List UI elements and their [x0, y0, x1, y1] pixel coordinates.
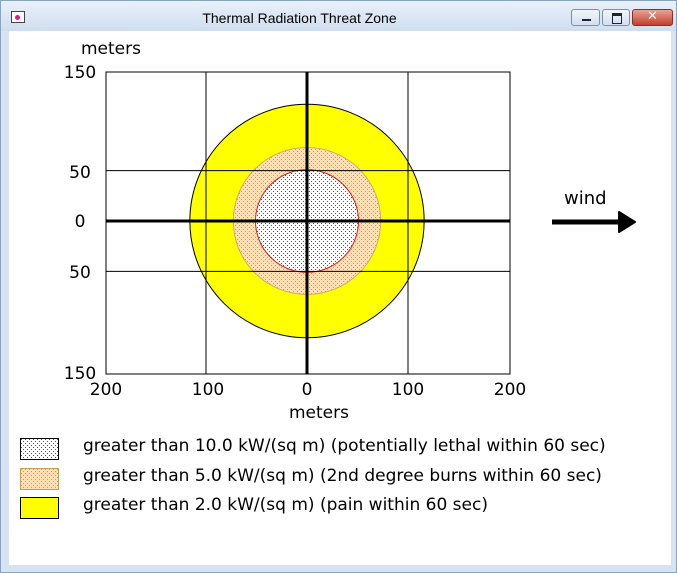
close-icon: ✕ — [647, 9, 658, 24]
x-tick-label: 0 — [302, 380, 313, 400]
window-title: Thermal Radiation Threat Zone — [202, 10, 397, 26]
minimize-icon — [582, 19, 591, 21]
x-tick-label: 200 — [494, 380, 526, 400]
app-icon[interactable] — [11, 11, 25, 23]
x-tick-label: 100 — [392, 380, 424, 400]
y-tick-label: 0 — [75, 212, 86, 232]
close-button[interactable]: ✕ — [632, 9, 673, 26]
legend-label: greater than 5.0 kW/(sq m) (2nd degree b… — [83, 466, 602, 486]
x-axis-title: meters — [289, 403, 349, 423]
threat-zone-plot: meters meters 150 50 0 50 150 200 100 0 … — [64, 39, 636, 423]
legend-swatch-orange — [20, 468, 59, 490]
y-axis-title: meters — [81, 39, 141, 59]
y-tick-label: 50 — [69, 263, 91, 283]
maximize-icon — [612, 13, 622, 24]
minimize-button[interactable] — [571, 9, 600, 26]
x-tick-label: 100 — [192, 380, 224, 400]
wind-label: wind — [564, 188, 607, 209]
maximize-button[interactable] — [602, 9, 630, 26]
legend-swatch-yellow — [20, 497, 59, 519]
x-tick-label: 200 — [90, 380, 122, 400]
y-tick-label: 50 — [69, 163, 91, 183]
title-bar[interactable]: Thermal Radiation Threat Zone ✕ — [1, 1, 676, 31]
legend-swatch-red — [20, 438, 59, 460]
y-tick-label: 150 — [64, 63, 96, 83]
legend-label: greater than 10.0 kW/(sq m) (potentially… — [83, 436, 606, 456]
threat-zone-panel: meters meters 150 50 0 50 150 200 100 0 … — [9, 31, 671, 565]
plot-grid — [106, 72, 510, 374]
wind-arrow-icon — [552, 211, 636, 233]
legend-label: greater than 2.0 kW/(sq m) (pain within … — [83, 495, 488, 515]
y-tick-label: 150 — [64, 364, 96, 384]
